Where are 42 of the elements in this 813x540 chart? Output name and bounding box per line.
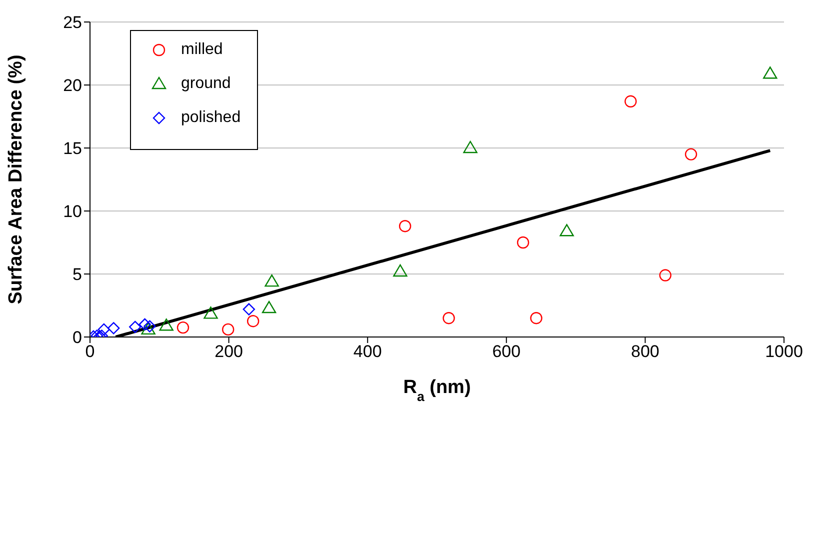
point <box>246 315 260 328</box>
point <box>107 322 120 334</box>
x-tick-label: 800 <box>631 342 660 362</box>
point <box>138 318 151 330</box>
point <box>144 320 156 332</box>
y-tick-label: 25 <box>63 13 82 32</box>
point <box>560 224 574 236</box>
point <box>398 220 412 232</box>
legend-label: polished <box>181 109 241 127</box>
point <box>624 95 637 108</box>
point <box>129 320 142 334</box>
point <box>98 323 110 336</box>
point <box>659 269 672 282</box>
point <box>516 236 530 249</box>
point <box>176 321 190 334</box>
point <box>222 323 234 336</box>
point <box>442 312 455 324</box>
point <box>242 303 256 316</box>
x-tick-label: 400 <box>353 342 382 362</box>
x-tick-label: 200 <box>214 342 243 362</box>
y-tick-label: 5 <box>72 265 82 284</box>
y-axis-title: Surface Area Difference (%) <box>6 54 27 304</box>
point <box>763 66 778 79</box>
x-tick-label: 1000 <box>765 342 803 362</box>
point <box>684 148 698 160</box>
point <box>262 300 276 314</box>
y-tick-label: 15 <box>63 139 82 158</box>
point <box>463 140 478 154</box>
y-tick-label: 20 <box>63 76 82 96</box>
point <box>264 274 279 287</box>
point <box>204 306 218 319</box>
point <box>141 322 156 335</box>
x-tick-label: 600 <box>492 342 521 362</box>
legend-label: ground <box>181 75 231 93</box>
x-axis-title: R$_{a}$ (nm) <box>403 377 471 404</box>
point <box>393 264 408 277</box>
y-tick-label: 10 <box>63 202 82 222</box>
point <box>159 318 174 331</box>
y-tick-label: 0 <box>72 328 82 348</box>
point <box>530 312 542 324</box>
x-tick-label: 0 <box>85 342 95 362</box>
legend-label: milled <box>181 41 223 59</box>
